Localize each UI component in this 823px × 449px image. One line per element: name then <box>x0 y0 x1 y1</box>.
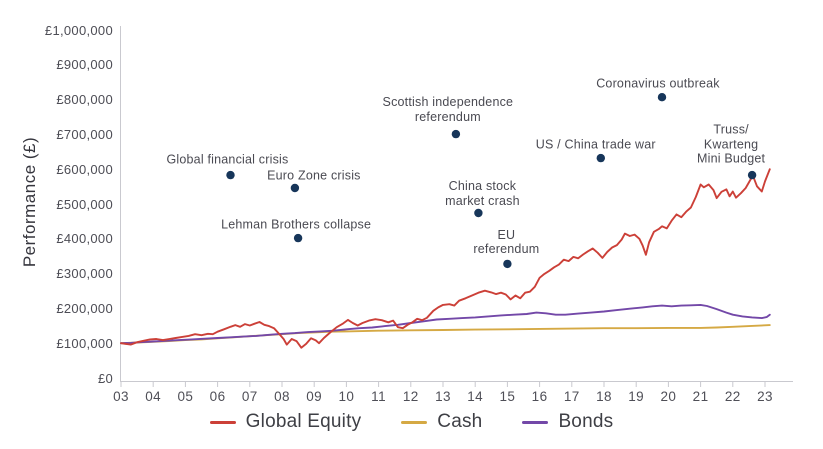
x-tick-label-14: 14 <box>467 389 484 404</box>
legend-label-global-equity: Global Equity <box>245 411 362 432</box>
y-tick-label-0: £0 <box>97 370 113 386</box>
event-dot-scottish-independence-referendum <box>451 129 461 139</box>
x-tick-label-18: 18 <box>596 389 612 404</box>
y-tick-label-6: £600,000 <box>56 161 113 177</box>
y-tick-label-4: £400,000 <box>56 231 113 247</box>
event-dot-euro-zone-crisis <box>290 183 300 193</box>
legend-swatch-bonds <box>522 420 549 424</box>
y-tick-label-10: £1,000,000 <box>44 22 113 38</box>
series-line-cash <box>120 324 771 345</box>
y-tick-label-1: £100,000 <box>56 335 113 351</box>
event-dot-global-financial-crisis <box>226 170 235 180</box>
x-tick-label-12: 12 <box>402 389 419 404</box>
x-tick-label-19: 19 <box>628 389 645 404</box>
series-lines <box>120 168 771 349</box>
x-tick-label-15: 15 <box>499 389 516 404</box>
annotation-china-stock-market-crash: China stock market crash <box>445 179 520 208</box>
annotation-eu-referendum: EU referendum <box>473 227 540 257</box>
event-dots <box>226 93 757 269</box>
legend-label-bonds: Bonds <box>558 411 614 432</box>
event-dot-coronavirus-outbreak <box>657 93 667 102</box>
annotation-scottish-independence-referendum: Scottish independence referendum <box>382 95 514 124</box>
x-tick-label-23: 23 <box>757 389 773 404</box>
legend-label-cash: Cash <box>437 411 483 432</box>
x-tick-label-21: 21 <box>692 389 709 404</box>
x-tick-label-16: 16 <box>531 389 548 404</box>
legend-item-bonds: Bonds <box>522 411 613 433</box>
y-tick-label-9: £900,000 <box>56 57 113 73</box>
y-tick-label-2: £200,000 <box>56 300 113 316</box>
legend-item-cash: Cash <box>401 411 482 433</box>
y-tick-label-5: £500,000 <box>56 196 113 212</box>
annotation-us-china-trade-war: US / China trade war <box>535 137 656 152</box>
x-tick-label-22: 22 <box>724 389 741 404</box>
x-tick-label-13: 13 <box>435 389 451 404</box>
event-dot-china-stock-market-crash <box>474 208 483 218</box>
x-axis-ticks <box>120 381 766 387</box>
y-tick-label-7: £700,000 <box>56 126 113 142</box>
legend-item-global-equity: Global Equity <box>209 411 362 433</box>
series-line-global-equity <box>120 168 771 349</box>
x-tick-label-05: 05 <box>177 389 194 404</box>
x-tick-label-04: 04 <box>145 389 162 404</box>
legend-swatch-global-equity <box>209 420 236 424</box>
x-tick-label-17: 17 <box>563 389 580 404</box>
event-dot-us-china-trade-war <box>596 153 605 163</box>
annotation-global-financial-crisis: Global financial crisis <box>166 152 289 167</box>
x-tick-label-07: 07 <box>241 389 258 404</box>
series-line-bonds <box>120 303 771 345</box>
x-tick-label-20: 20 <box>660 389 677 404</box>
chart-legend: Global Equity Cash Bonds <box>0 411 823 433</box>
annotation-euro-zone-crisis: Euro Zone crisis <box>267 168 361 183</box>
y-tick-label-3: £300,000 <box>56 266 113 282</box>
x-tick-label-03: 03 <box>113 389 129 404</box>
x-tick-label-09: 09 <box>306 389 323 404</box>
x-tick-label-10: 10 <box>338 389 355 404</box>
event-dot-eu-referendum <box>503 259 512 269</box>
annotation-coronavirus-outbreak: Coronavirus outbreak <box>596 76 720 91</box>
event-dot-truss-kwarteng-mini-budget <box>747 170 757 180</box>
event-dot-lehman-brothers-collapse <box>293 233 303 243</box>
y-tick-label-8: £800,000 <box>56 92 113 108</box>
annotation-lehman-brothers-collapse: Lehman Brothers collapse <box>221 217 372 232</box>
annotation-truss-kwarteng-mini-budget: Truss/ Kwarteng Mini Budget <box>696 122 766 166</box>
x-tick-label-08: 08 <box>274 389 290 404</box>
x-tick-label-11: 11 <box>371 389 386 404</box>
x-tick-label-06: 06 <box>209 389 226 404</box>
legend-swatch-cash <box>401 420 428 424</box>
